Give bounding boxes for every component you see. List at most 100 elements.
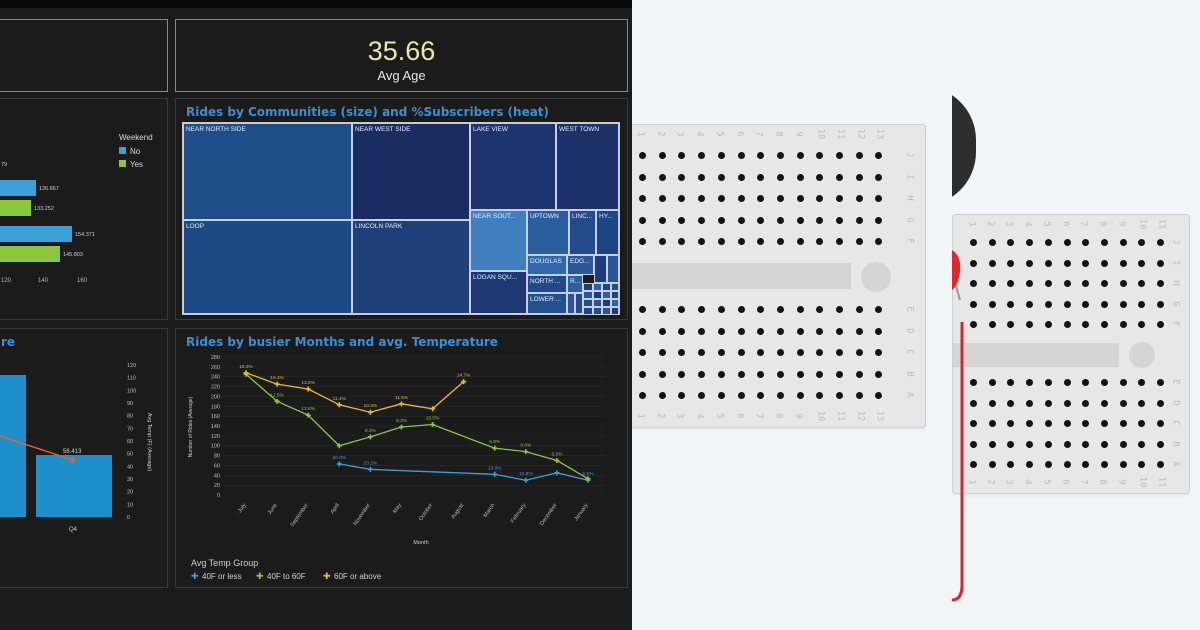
breadboard-hole[interactable] xyxy=(1063,461,1071,468)
breadboard-hole[interactable] xyxy=(1026,440,1034,448)
breadboard-hole[interactable] xyxy=(796,216,804,224)
breadboard-hole[interactable] xyxy=(737,306,745,313)
breadboard-hole[interactable] xyxy=(836,370,843,378)
breadboard-hole[interactable] xyxy=(1100,420,1108,427)
breadboard-hole[interactable] xyxy=(1138,440,1146,448)
breadboard-hole[interactable] xyxy=(757,238,765,245)
breadboard-hole[interactable] xyxy=(796,195,804,202)
breadboard-hole[interactable] xyxy=(639,216,646,224)
breadboard-hole[interactable] xyxy=(1119,300,1127,308)
breadboard-hole[interactable] xyxy=(658,195,666,202)
breadboard-hole[interactable] xyxy=(1138,280,1146,287)
treemap-cell-west-town[interactable]: WEST TOWN xyxy=(556,123,619,210)
breadboard-hole[interactable] xyxy=(698,152,706,159)
breadboard-hole[interactable] xyxy=(757,306,765,313)
breadboard-hole[interactable] xyxy=(639,349,646,356)
breadboard-hole[interactable] xyxy=(970,259,977,267)
breadboard-hole[interactable] xyxy=(970,280,977,287)
breadboard-hole[interactable] xyxy=(970,461,977,468)
breadboard-hole[interactable] xyxy=(836,327,843,335)
breadboard-hole[interactable] xyxy=(1119,379,1127,386)
breadboard-hole[interactable] xyxy=(970,239,977,246)
breadboard-hole[interactable] xyxy=(1026,321,1034,328)
treemap-cell-douglas[interactable]: DOUGLAS xyxy=(527,255,567,275)
breadboard-hole[interactable] xyxy=(717,392,725,399)
treemap-cell-tiny[interactable] xyxy=(593,283,602,291)
treemap-cell-tiny[interactable] xyxy=(602,299,611,307)
breadboard-hole[interactable] xyxy=(1138,461,1146,468)
breadboard-hole[interactable] xyxy=(855,370,863,378)
breadboard-hole[interactable] xyxy=(1082,399,1090,407)
breadboard-hole[interactable] xyxy=(1026,259,1034,267)
breadboard-hole[interactable] xyxy=(816,216,824,224)
breadboard-hole[interactable] xyxy=(1007,379,1015,386)
breadboard-hole[interactable] xyxy=(1100,379,1108,386)
breadboard-hole[interactable] xyxy=(658,349,666,356)
breadboard-hole[interactable] xyxy=(816,392,824,399)
breadboard-hole[interactable] xyxy=(1007,280,1015,287)
breadboard-hole[interactable] xyxy=(776,349,784,356)
breadboard-hole[interactable] xyxy=(970,399,977,407)
breadboard-hole[interactable] xyxy=(836,173,843,181)
breadboard-hole[interactable] xyxy=(1044,461,1052,468)
breadboard-hole[interactable] xyxy=(678,349,686,356)
breadboard-hole[interactable] xyxy=(1082,280,1090,287)
breadboard-hole[interactable] xyxy=(988,300,996,308)
breadboard-hole[interactable] xyxy=(737,152,745,159)
breadboard-hole[interactable] xyxy=(1100,440,1108,448)
breadboard-hole[interactable] xyxy=(1063,259,1071,267)
breadboard-hole[interactable] xyxy=(639,238,646,245)
breadboard-hole[interactable] xyxy=(1044,239,1052,246)
treemap-cell-tiny[interactable] xyxy=(575,293,583,314)
breadboard-hole[interactable] xyxy=(639,152,646,159)
breadboard-hole[interactable] xyxy=(698,238,706,245)
breadboard-hole[interactable] xyxy=(1100,259,1108,267)
breadboard-hole[interactable] xyxy=(1063,420,1071,427)
breadboard-hole[interactable] xyxy=(717,173,725,181)
breadboard-hole[interactable] xyxy=(658,152,666,159)
breadboard-hole[interactable] xyxy=(698,327,706,335)
breadboard-hole[interactable] xyxy=(698,306,706,313)
breadboard-hole[interactable] xyxy=(1063,239,1071,246)
breadboard-hole[interactable] xyxy=(1119,239,1127,246)
breadboard-hole[interactable] xyxy=(796,327,804,335)
breadboard-hole[interactable] xyxy=(776,195,784,202)
treemap-cell-tiny[interactable] xyxy=(593,299,602,307)
treemap-cell-tiny[interactable] xyxy=(583,307,593,315)
treemap-cell-linc[interactable]: LINC... xyxy=(569,210,596,255)
breadboard-hole[interactable] xyxy=(1119,321,1127,328)
breadboard-hole[interactable] xyxy=(757,173,765,181)
breadboard-hole[interactable] xyxy=(757,152,765,159)
breadboard-hole[interactable] xyxy=(639,370,646,378)
treemap-cell-uptown[interactable]: UPTOWN xyxy=(527,210,569,255)
breadboard-hole[interactable] xyxy=(1082,259,1090,267)
breadboard-hole[interactable] xyxy=(698,216,706,224)
breadboard-hole[interactable] xyxy=(1063,379,1071,386)
breadboard-hole[interactable] xyxy=(1119,399,1127,407)
breadboard-hole[interactable] xyxy=(1157,420,1164,427)
breadboard-hole[interactable] xyxy=(988,379,996,386)
treemap-cell-tiny[interactable] xyxy=(602,291,611,299)
breadboard-hole[interactable] xyxy=(875,370,883,378)
breadboard-hole[interactable] xyxy=(875,327,883,335)
breadboard-hole[interactable] xyxy=(1026,399,1034,407)
breadboard-hole[interactable] xyxy=(737,392,745,399)
breadboard-hole[interactable] xyxy=(1044,420,1052,427)
treemap-cell-small-b[interactable] xyxy=(607,255,619,283)
breadboard-hole[interactable] xyxy=(678,216,686,224)
breadboard-hole[interactable] xyxy=(1007,461,1015,468)
breadboard-hole[interactable] xyxy=(796,349,804,356)
breadboard-hole[interactable] xyxy=(836,306,843,313)
breadboard-hole[interactable] xyxy=(1082,300,1090,308)
breadboard-hole[interactable] xyxy=(1044,440,1052,448)
breadboard-hole[interactable] xyxy=(1082,239,1090,246)
treemap-cell-tiny[interactable] xyxy=(611,307,619,315)
breadboard-hole[interactable] xyxy=(717,195,725,202)
treemap-cell-tiny[interactable] xyxy=(583,283,593,291)
breadboard-hole[interactable] xyxy=(737,349,745,356)
treemap-cell-near-south[interactable]: NEAR SOUT... xyxy=(470,210,527,271)
breadboard-hole[interactable] xyxy=(1026,461,1034,468)
breadboard-hole[interactable] xyxy=(658,392,666,399)
breadboard-hole[interactable] xyxy=(855,173,863,181)
breadboard-hole[interactable] xyxy=(639,195,646,202)
